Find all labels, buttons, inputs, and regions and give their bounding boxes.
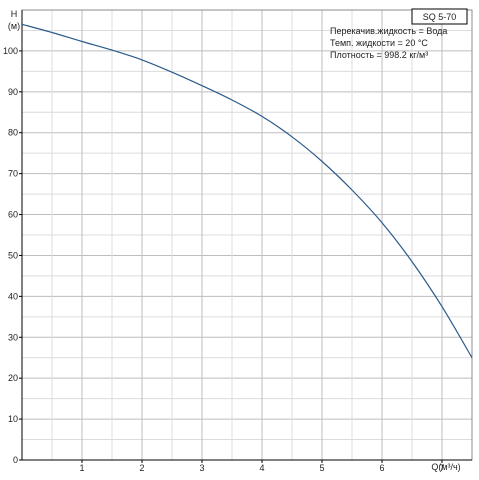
info-line-temperature: Темп. жидкости = 20 °C: [330, 38, 428, 48]
x-tick-label: 5: [319, 463, 324, 473]
fluid-info: Перекачив.жидкость = Вода Темп. жидкости…: [330, 26, 447, 60]
y-axis-label-head: H: [11, 9, 18, 19]
x-tick-label: 4: [259, 463, 264, 473]
pump-curve-line: [21, 23, 473, 359]
y-tick-label: 70: [8, 169, 18, 179]
series-layer: [21, 23, 473, 359]
model-label: SQ 5-70: [423, 12, 457, 22]
y-tick-label: 80: [8, 128, 18, 138]
model-label-box: SQ 5-70: [411, 8, 468, 25]
x-tick-label: 2: [139, 463, 144, 473]
info-line-liquid: Перекачив.жидкость = Вода: [330, 26, 447, 36]
y-tick-label: 100: [3, 46, 18, 56]
ticks-layer: 0 10 20 30 40 50 60 70 80 90 100 1 2 3 4 5 6 7: [3, 46, 445, 473]
y-tick-label: 10: [8, 414, 18, 424]
x-tick-label: 1: [79, 463, 84, 473]
y-tick-label: 40: [8, 291, 18, 301]
y-tick-label: 50: [8, 250, 18, 260]
model-label-frame: [411, 8, 468, 25]
info-line-density: Плотность = 998.2 кг/м³: [330, 50, 428, 60]
x-tick-label: 6: [379, 463, 384, 473]
axes-layer: [21, 9, 473, 461]
y-tick-label: 20: [8, 373, 18, 383]
y-axis-label-unit: (м): [8, 21, 20, 31]
x-axis-label: Q(м³/ч): [431, 462, 460, 472]
y-tick-label: 90: [8, 87, 18, 97]
y-tick-label: 30: [8, 332, 18, 342]
y-tick-label: 60: [8, 210, 18, 220]
grid-layer: [21, 9, 473, 461]
x-tick-label: 7: [439, 463, 444, 473]
y-tick-label: 0: [13, 455, 18, 465]
x-tick-label: 3: [199, 463, 204, 473]
